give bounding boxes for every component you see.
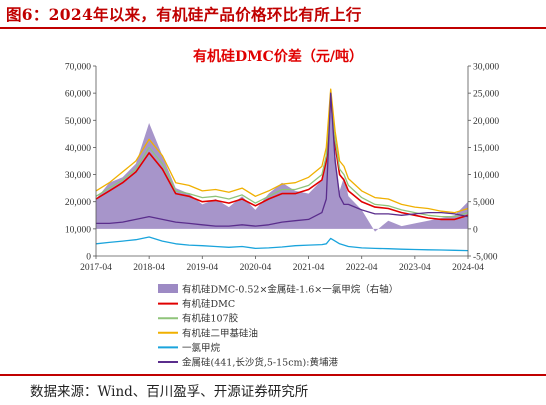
y-left-tick-label: 40,000 bbox=[65, 144, 91, 154]
y-left-tick-label: 30,000 bbox=[65, 171, 91, 181]
legend: 有机硅DMC-0.52×金属硅-1.6×一氯甲烷（右轴） 有机硅DMC 有机硅107… bbox=[158, 284, 398, 369]
legend-label-1: 有机硅DMC bbox=[182, 298, 235, 310]
y-right-tick-label: 0 bbox=[473, 225, 478, 235]
legend-label-5: 金属硅(441,长沙货,5-15cm):黄埔港 bbox=[182, 357, 338, 369]
y-right-tick-label: 30,000 bbox=[473, 63, 499, 73]
x-tick-label: 2024-04 bbox=[452, 263, 484, 273]
legend-label-4: 一氯甲烷 bbox=[182, 342, 221, 354]
x-tick-label: 2021-04 bbox=[293, 263, 325, 273]
x-tick-label: 2017-04 bbox=[80, 263, 112, 273]
series-line-1 bbox=[95, 95, 469, 221]
footer-rule bbox=[0, 374, 546, 376]
y-right-tick-label: -5,000 bbox=[473, 253, 498, 263]
series-line-5 bbox=[96, 92, 469, 227]
axes: 0 10,000 20,000 30,000 40,000 50,000 60,000 70,… bbox=[65, 63, 500, 274]
y-left-tick-label: 70,000 bbox=[65, 63, 91, 73]
x-tick-label: 2018-04 bbox=[133, 263, 165, 273]
legend-label-3: 有机硅二甲基硅油 bbox=[182, 327, 258, 339]
legend-label-0: 有机硅DMC-0.52×金属硅-1.6×一氯甲烷（右轴） bbox=[182, 284, 398, 296]
x-tick-label: 2019-04 bbox=[186, 263, 218, 273]
y-left-tick-label: 60,000 bbox=[65, 90, 91, 100]
series-area-0 bbox=[96, 95, 468, 232]
title-rule bbox=[0, 27, 546, 29]
chart-title: 有机硅DMC价差（元/吨） bbox=[193, 48, 363, 65]
y-right-tick-label: 5,000 bbox=[473, 198, 495, 208]
series-line-2 bbox=[95, 91, 469, 218]
y-left-tick-label: 20,000 bbox=[65, 198, 91, 208]
series-line-4 bbox=[95, 236, 469, 252]
legend-swatch-0 bbox=[158, 284, 178, 293]
source-note: 数据来源：Wind、百川盈孚、开源证券研究所 bbox=[30, 384, 309, 400]
figure-title: 图6：2024年以来，有机硅产品价格环比有所上行 bbox=[6, 5, 362, 24]
legend-label-2: 有机硅107胶 bbox=[182, 313, 239, 325]
x-tick-label: 2020-04 bbox=[240, 263, 272, 273]
y-left-tick-label: 0 bbox=[86, 253, 91, 263]
y-right-tick-label: 20,000 bbox=[473, 117, 499, 127]
y-right-tick-label: 15,000 bbox=[473, 144, 499, 154]
y-left-tick-label: 50,000 bbox=[65, 117, 91, 127]
y-right-tick-label: 10,000 bbox=[473, 171, 499, 181]
y-right-tick-label: 25,000 bbox=[473, 90, 499, 100]
x-tick-label: 2022-04 bbox=[346, 263, 378, 273]
x-tick-label: 2023-04 bbox=[399, 263, 431, 273]
chart: 有机硅DMC价差（元/吨） 0 10,000 20,000 30,000 40,000 5… bbox=[65, 48, 500, 369]
y-left-tick-label: 10,000 bbox=[65, 225, 91, 235]
series-line-3 bbox=[95, 88, 469, 214]
plot-area bbox=[95, 88, 469, 252]
